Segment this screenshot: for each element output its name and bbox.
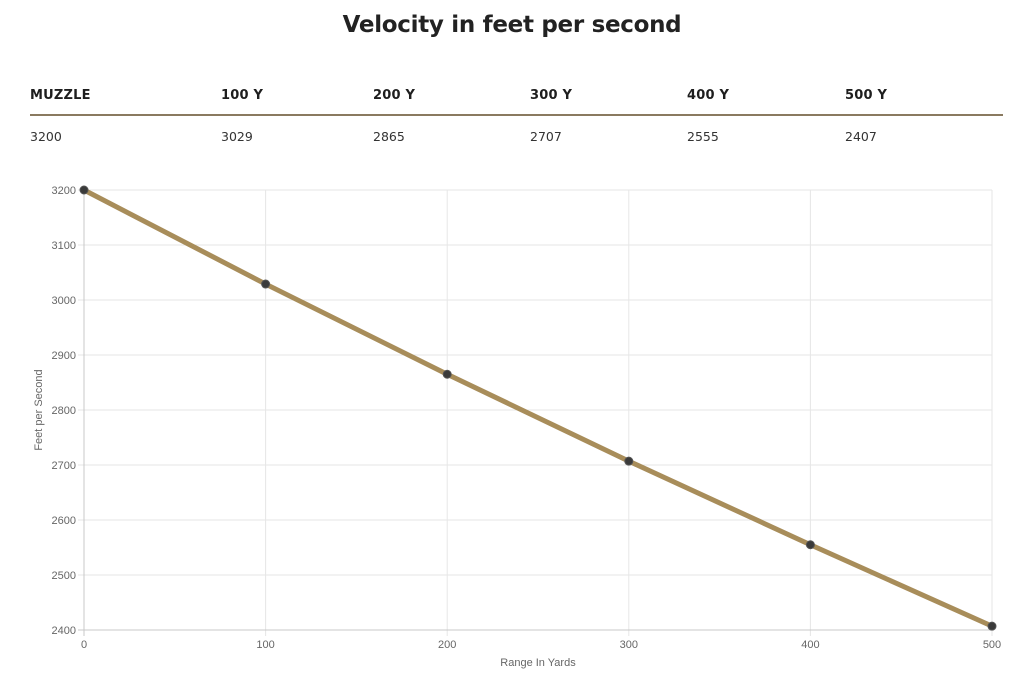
velocity-table: MUZZLE 100 Y 200 Y 300 Y 400 Y 500 Y 320… bbox=[30, 86, 1003, 144]
x-tick-label: 500 bbox=[983, 639, 1001, 651]
y-tick-label: 2500 bbox=[52, 570, 76, 582]
value-100y: 3029 bbox=[221, 129, 253, 144]
x-tick-label: 0 bbox=[81, 639, 87, 651]
x-tick-label: 200 bbox=[438, 639, 456, 651]
data-point bbox=[987, 621, 997, 631]
header-muzzle: MUZZLE bbox=[30, 88, 91, 103]
data-point bbox=[261, 279, 271, 289]
axes bbox=[83, 190, 992, 631]
series-line bbox=[81, 187, 995, 629]
header-500y: 500 Y bbox=[845, 88, 888, 103]
series-layer bbox=[81, 187, 995, 629]
value-muzzle: 3200 bbox=[30, 129, 62, 144]
velocity-chart-svg: 2400 2500 2600 2700 2800 2900 3000 3100 3200 0 100… bbox=[33, 185, 1002, 669]
value-500y: 2407 bbox=[845, 129, 877, 144]
y-tick-label: 3100 bbox=[52, 240, 76, 252]
y-tick-label: 3200 bbox=[52, 185, 76, 197]
data-point bbox=[805, 540, 815, 550]
value-200y: 2865 bbox=[373, 129, 405, 144]
value-300y: 2707 bbox=[530, 129, 562, 144]
data-point bbox=[442, 369, 452, 379]
header-400y: 400 Y bbox=[687, 88, 730, 103]
y-axis-title: Feet per Second bbox=[33, 369, 45, 450]
tick-labels: 2400 2500 2600 2700 2800 2900 3000 3100 3200 0 100… bbox=[52, 185, 1002, 651]
y-tick-label: 2700 bbox=[52, 460, 76, 472]
y-tick-label: 2600 bbox=[52, 515, 76, 527]
header-300y: 300 Y bbox=[530, 88, 573, 103]
value-400y: 2555 bbox=[687, 129, 719, 144]
y-tick-label: 2400 bbox=[52, 625, 76, 637]
velocity-chart: 2400 2500 2600 2700 2800 2900 3000 3100 3200 0 100… bbox=[0, 170, 1024, 678]
x-tick-label: 400 bbox=[801, 639, 819, 651]
y-tick-label: 3000 bbox=[52, 295, 76, 307]
y-tick-label: 2800 bbox=[52, 405, 76, 417]
header-100y: 100 Y bbox=[221, 88, 264, 103]
data-point bbox=[79, 185, 89, 195]
header-200y: 200 Y bbox=[373, 88, 416, 103]
y-tick-label: 2900 bbox=[52, 350, 76, 362]
table-row: 3200 3029 2865 2707 2555 2407 bbox=[30, 116, 1003, 144]
x-tick-label: 300 bbox=[620, 639, 638, 651]
page-title: Velocity in feet per second bbox=[342, 12, 682, 38]
grid-lines bbox=[78, 189, 993, 636]
data-point bbox=[624, 456, 634, 466]
x-axis-title: Range In Yards bbox=[500, 657, 576, 669]
x-tick-label: 100 bbox=[256, 639, 274, 651]
table-header-row: MUZZLE 100 Y 200 Y 300 Y 400 Y 500 Y bbox=[30, 86, 1003, 116]
data-points bbox=[79, 185, 997, 631]
